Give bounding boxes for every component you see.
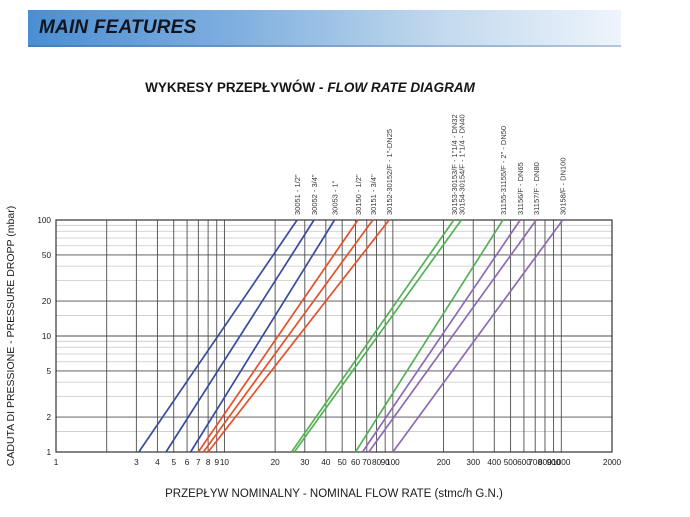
svg-text:10: 10 xyxy=(42,332,52,341)
svg-text:5: 5 xyxy=(171,458,176,467)
svg-text:200: 200 xyxy=(437,458,451,467)
series-label-30154: 30154-30154/F - 1"1/4 - DN40 xyxy=(457,114,466,215)
section-title: MAIN FEATURES xyxy=(39,16,197,38)
series-label-31157: 31157/F - DN80 xyxy=(532,162,541,215)
series-line-31157 xyxy=(368,219,537,453)
series-line-30152 xyxy=(207,219,390,453)
svg-text:2: 2 xyxy=(46,413,51,422)
svg-text:10: 10 xyxy=(220,458,230,467)
axis-titles: PRZEPŁYW NOMINALNY - NOMINAL FLOW RATE (… xyxy=(5,206,503,500)
series-line-30051 xyxy=(138,219,298,453)
svg-text:20: 20 xyxy=(42,297,52,306)
chart-title-polish: WYKRESY PRZEPŁYWÓW - xyxy=(145,80,324,95)
series-line-30053 xyxy=(189,219,336,453)
series-line-30151 xyxy=(202,219,374,453)
svg-text:50: 50 xyxy=(338,458,348,467)
svg-text:2000: 2000 xyxy=(603,458,622,467)
svg-text:900: 900 xyxy=(547,458,561,467)
svg-text:4: 4 xyxy=(155,458,160,467)
series-label-30051: 30051 - 1/2" xyxy=(293,174,302,215)
svg-text:100: 100 xyxy=(37,216,51,225)
svg-text:3: 3 xyxy=(134,458,139,467)
series-labels: 30051 - 1/2" 30052 - 3/4" 30053 - 1" 30150 … xyxy=(293,114,568,215)
svg-text:40: 40 xyxy=(321,458,331,467)
svg-text:1000: 1000 xyxy=(552,458,571,467)
svg-text:7: 7 xyxy=(196,458,201,467)
series-label-30158: 30158/F - DN100 xyxy=(559,157,568,215)
series-line-30154 xyxy=(293,219,462,453)
svg-text:300: 300 xyxy=(466,458,480,467)
svg-text:1: 1 xyxy=(46,448,51,457)
series-label-31156: 31156/F - DN65 xyxy=(516,162,525,215)
svg-text:30: 30 xyxy=(300,458,310,467)
svg-text:70: 70 xyxy=(362,458,372,467)
series-line-30158 xyxy=(392,219,564,453)
series-label-30150: 30150 - 1/2" xyxy=(354,174,363,215)
series-label-30151: 30151 - 3/4" xyxy=(369,174,378,215)
svg-text:60: 60 xyxy=(351,458,361,467)
y-axis-title: CADUTA DI PRESSIONE - PRESSURE DROPP (mb… xyxy=(5,206,17,466)
svg-text:6: 6 xyxy=(185,458,190,467)
chart-title: WYKRESY PRZEPŁYWÓW - FLOW RATE DIAGRAM xyxy=(0,80,620,95)
y-tick-labels: 100 50 20 10 5 2 1 xyxy=(37,216,51,457)
y-minor-gridlines xyxy=(56,224,612,432)
svg-text:9: 9 xyxy=(214,458,219,467)
svg-text:400: 400 xyxy=(487,458,501,467)
svg-text:100: 100 xyxy=(386,458,400,467)
svg-text:500: 500 xyxy=(504,458,518,467)
series-line-30153 xyxy=(290,219,455,453)
series-lines xyxy=(138,219,564,453)
svg-text:8: 8 xyxy=(206,458,211,467)
svg-text:600: 600 xyxy=(517,458,531,467)
series-line-31155 xyxy=(354,219,504,453)
series-label-30053: 30053 - 1" xyxy=(330,180,339,215)
series-label-30152: 30152-30152/F - 1"-DN25 xyxy=(385,129,394,215)
x-axis-title: PRZEPŁYW NOMINALNY - NOMINAL FLOW RATE (… xyxy=(165,488,503,500)
series-label-30153: 30153-30153/F - 1"1/4 - DN32 xyxy=(450,114,459,215)
svg-text:700: 700 xyxy=(528,458,542,467)
svg-text:80: 80 xyxy=(372,458,382,467)
series-label-31155: 31155-31155/F - 2" - DN50 xyxy=(499,126,508,215)
svg-text:800: 800 xyxy=(538,458,552,467)
svg-text:1: 1 xyxy=(54,458,59,467)
svg-text:5: 5 xyxy=(46,367,51,376)
section-header-bar: MAIN FEATURES xyxy=(28,10,621,47)
svg-text:50: 50 xyxy=(42,251,52,260)
svg-text:20: 20 xyxy=(271,458,281,467)
series-line-31156 xyxy=(361,219,521,453)
series-label-30052: 30052 - 3/4" xyxy=(310,174,319,215)
chart-title-english: FLOW RATE DIAGRAM xyxy=(327,80,475,95)
svg-text:90: 90 xyxy=(381,458,391,467)
series-line-30052 xyxy=(165,219,315,453)
series-line-30150 xyxy=(197,219,359,453)
